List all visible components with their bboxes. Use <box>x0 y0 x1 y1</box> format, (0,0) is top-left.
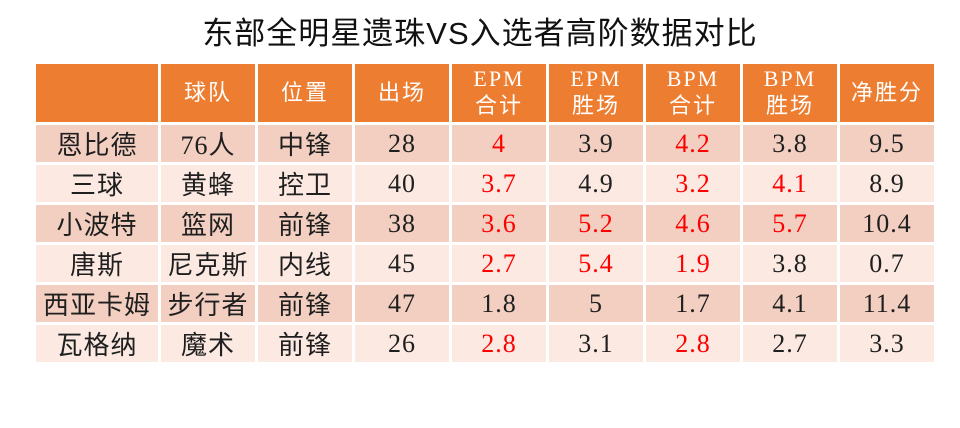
team-cell: 76人 <box>161 125 255 162</box>
column-header-epm-wins: EPM 胜场 <box>549 64 643 122</box>
games-played-cell: 26 <box>355 325 449 362</box>
player-name-cell: 恩比德 <box>36 125 158 162</box>
bpm-total-cell: 2.8 <box>646 325 740 362</box>
bpm-wins-cell: 5.7 <box>743 205 837 242</box>
column-header-line: 净胜分 <box>850 79 923 105</box>
epm-wins-cell: 4.9 <box>549 165 643 202</box>
net-rating-cell: 3.3 <box>840 325 934 362</box>
net-rating-cell: 8.9 <box>840 165 934 202</box>
net-rating-cell: 11.4 <box>840 285 934 322</box>
bpm-total-cell: 4.6 <box>646 205 740 242</box>
team-cell: 尼克斯 <box>161 245 255 282</box>
column-header-team: 球队 <box>161 64 255 122</box>
column-header-bpm-wins: BPM 胜场 <box>743 64 837 122</box>
column-header-line: 合计 <box>474 93 523 118</box>
column-header-bpm-total: BPM 合计 <box>646 64 740 122</box>
position-cell: 中锋 <box>258 125 352 162</box>
bpm-total-cell: 3.2 <box>646 165 740 202</box>
column-header-player <box>36 64 158 122</box>
header-row: 球队 位置 出场 EPM 合计 EPM 胜场 <box>36 64 934 122</box>
column-header-position: 位置 <box>258 64 352 122</box>
column-header-line: 球队 <box>183 79 232 105</box>
position-cell: 前锋 <box>258 205 352 242</box>
net-rating-cell: 10.4 <box>840 205 934 242</box>
bpm-total-cell: 4.2 <box>646 125 740 162</box>
column-header-line: 胜场 <box>571 93 620 118</box>
bpm-wins-cell: 2.7 <box>743 325 837 362</box>
column-header-line: 位置 <box>280 79 329 105</box>
bpm-wins-cell: 3.8 <box>743 125 837 162</box>
column-header-net-rating: 净胜分 <box>840 64 934 122</box>
games-played-cell: 38 <box>355 205 449 242</box>
column-header-line: EPM <box>473 66 525 92</box>
column-header-games: 出场 <box>355 64 449 122</box>
team-cell: 黄蜂 <box>161 165 255 202</box>
column-header-epm-total: EPM 合计 <box>452 64 546 122</box>
epm-wins-cell: 3.1 <box>549 325 643 362</box>
epm-total-cell: 3.7 <box>452 165 546 202</box>
games-played-cell: 28 <box>355 125 449 162</box>
net-rating-cell: 0.7 <box>840 245 934 282</box>
column-header-line: BPM <box>666 66 720 92</box>
games-played-cell: 45 <box>355 245 449 282</box>
table-row: 小波特 篮网 前锋 38 3.6 5.2 4.6 5.7 10.4 <box>36 205 934 242</box>
column-header-line: 合计 <box>668 93 717 118</box>
bpm-wins-cell: 4.1 <box>743 165 837 202</box>
epm-total-cell: 3.6 <box>452 205 546 242</box>
position-cell: 前锋 <box>258 325 352 362</box>
epm-total-cell: 2.7 <box>452 245 546 282</box>
player-name-cell: 三球 <box>36 165 158 202</box>
player-name-cell: 瓦格纳 <box>36 325 158 362</box>
position-cell: 内线 <box>258 245 352 282</box>
net-rating-cell: 9.5 <box>840 125 934 162</box>
player-name-cell: 小波特 <box>36 205 158 242</box>
bpm-wins-cell: 4.1 <box>743 285 837 322</box>
epm-wins-cell: 5 <box>549 285 643 322</box>
column-header-line: 胜场 <box>765 93 814 118</box>
games-played-cell: 40 <box>355 165 449 202</box>
position-cell: 控卫 <box>258 165 352 202</box>
player-name-cell: 唐斯 <box>36 245 158 282</box>
table-row: 瓦格纳 魔术 前锋 26 2.8 3.1 2.8 2.7 3.3 <box>36 325 934 362</box>
column-header-line: EPM <box>570 66 622 92</box>
team-cell: 篮网 <box>161 205 255 242</box>
bpm-total-cell: 1.7 <box>646 285 740 322</box>
bpm-total-cell: 1.9 <box>646 245 740 282</box>
epm-total-cell: 1.8 <box>452 285 546 322</box>
epm-wins-cell: 5.2 <box>549 205 643 242</box>
position-cell: 前锋 <box>258 285 352 322</box>
epm-wins-cell: 3.9 <box>549 125 643 162</box>
table-row: 唐斯 尼克斯 内线 45 2.7 5.4 1.9 3.8 0.7 <box>36 245 934 282</box>
column-header-line: BPM <box>763 66 817 92</box>
player-name-cell: 西亚卡姆 <box>36 285 158 322</box>
epm-total-cell: 2.8 <box>452 325 546 362</box>
team-cell: 魔术 <box>161 325 255 362</box>
epm-total-cell: 4 <box>452 125 546 162</box>
epm-wins-cell: 5.4 <box>549 245 643 282</box>
column-header-line: 出场 <box>377 79 426 105</box>
table-row: 恩比德 76人 中锋 28 4 3.9 4.2 3.8 9.5 <box>36 125 934 162</box>
team-cell: 步行者 <box>161 285 255 322</box>
games-played-cell: 47 <box>355 285 449 322</box>
bpm-wins-cell: 3.8 <box>743 245 837 282</box>
table-row: 三球 黄蜂 控卫 40 3.7 4.9 3.2 4.1 8.9 <box>36 165 934 202</box>
table-row: 西亚卡姆 步行者 前锋 47 1.8 5 1.7 4.1 11.4 <box>36 285 934 322</box>
comparison-table: 球队 位置 出场 EPM 合计 EPM 胜场 <box>33 61 937 365</box>
page-title: 东部全明星遗珠VS入选者高阶数据对比 <box>202 16 758 51</box>
